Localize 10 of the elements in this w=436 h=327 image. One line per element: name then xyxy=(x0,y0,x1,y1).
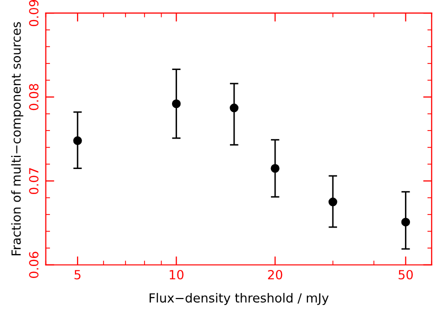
y-axis-title: Fraction of multi−component sources xyxy=(11,22,24,256)
x-tick-label: 5 xyxy=(74,270,80,280)
x-tick-label: 50 xyxy=(398,270,413,280)
y-tick-label: 0.07 xyxy=(29,168,38,194)
y-tick-label: 0.06 xyxy=(29,252,38,278)
x-axis-title: Flux−density threshold / mJy xyxy=(150,292,329,306)
x-tick-label: 10 xyxy=(170,270,184,280)
y-tick-label: 0.08 xyxy=(29,84,38,110)
y-tick-label: 0.09 xyxy=(29,0,38,26)
x-tick-label: 20 xyxy=(268,270,282,280)
